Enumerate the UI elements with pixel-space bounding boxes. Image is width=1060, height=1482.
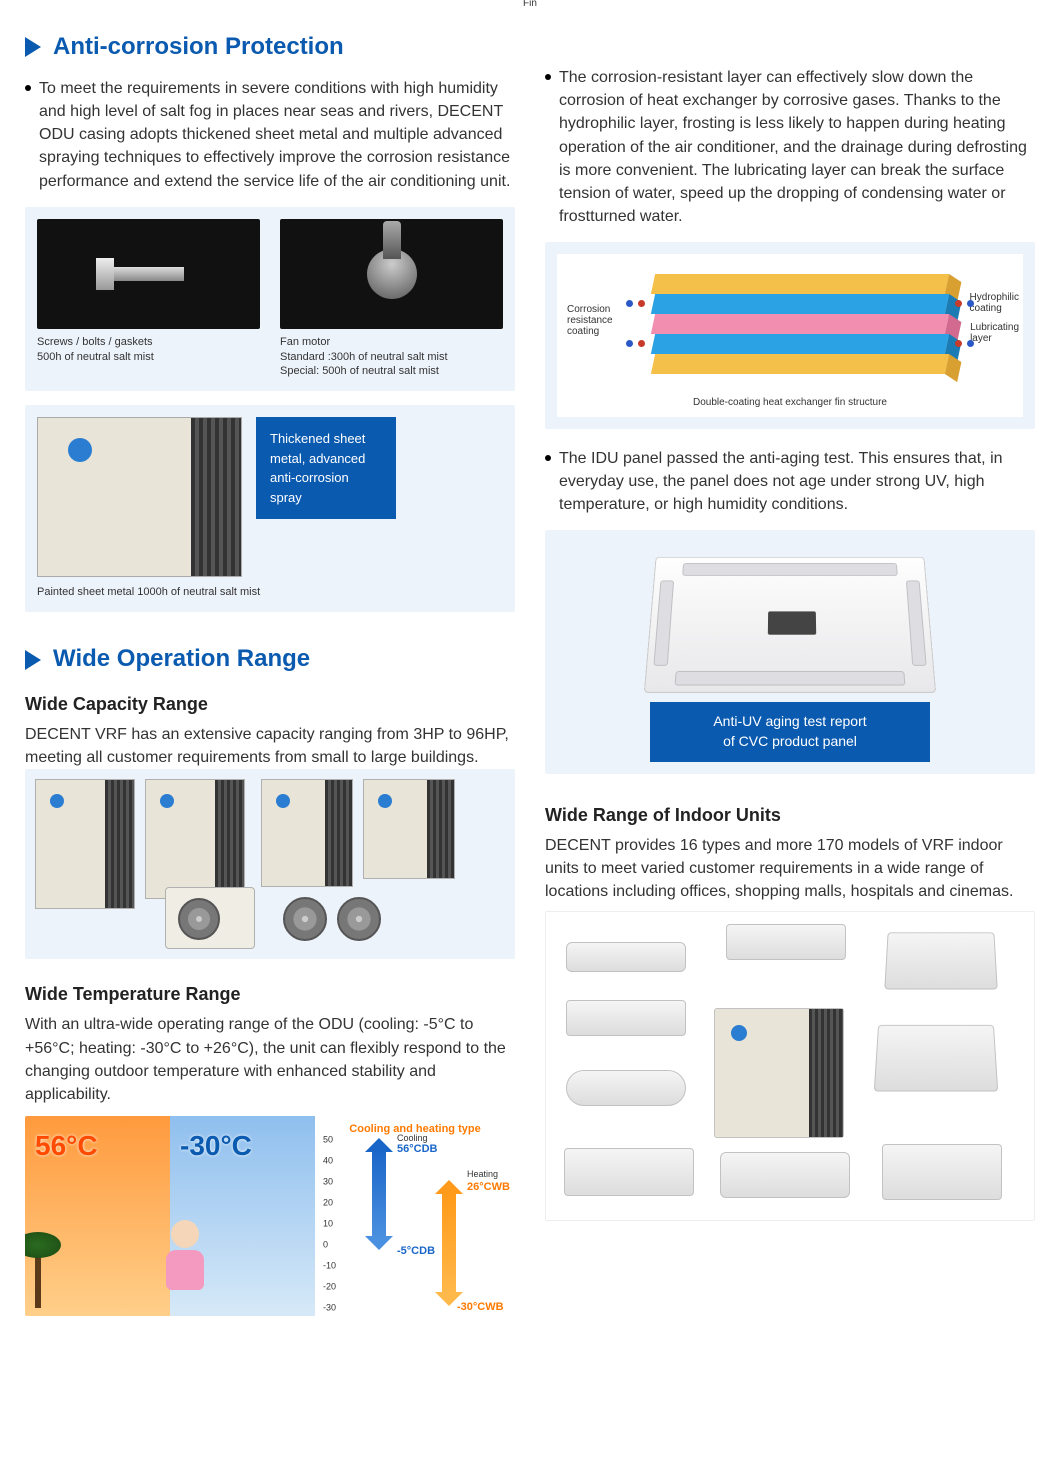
odu-unit-image [37,417,242,577]
heating-low: -30°CWB [457,1301,504,1313]
section-title: Wide Operation Range [53,642,310,677]
cold-temp-value: -30°C [180,1126,252,1167]
caption-line: Screws / bolts / gaskets [37,336,153,348]
cooling-low: -5°CDB [397,1245,435,1257]
heating-arrow [435,1180,463,1306]
triangle-icon [25,650,41,670]
subsection-title: Wide Capacity Range [25,691,515,717]
hot-temp-value: 56°C [35,1126,98,1167]
idu-panel-block: Anti-UV aging test report of CVC product… [545,530,1035,773]
fin-label-top: Fin [523,0,537,9]
subsection-text: DECENT provides 16 types and more 170 mo… [545,834,1035,904]
bullet-dot-icon [545,455,551,461]
triangle-icon [25,37,41,57]
section-title: Anti-corrosion Protection [53,30,344,65]
fin-structure-panel: Fin Corrosion resistance coating Hydroph… [545,242,1035,429]
palm-tree-icon [35,1248,41,1308]
bullet-item: To meet the requirements in severe condi… [25,77,515,193]
caption-line: 500h of neutral salt mist [37,351,154,363]
heating-high: 26°CWB [467,1181,510,1193]
fan-motor-image [280,219,503,329]
temperature-range-graphic: 56°C -30°C Cooling and heating type 5040… [25,1116,515,1316]
bullet-text: The corrosion-resistant layer can effect… [559,66,1035,228]
capacity-range-panel [25,769,515,959]
section-wideoperation-header: Wide Operation Range [25,642,515,677]
odu-casing-panel: Thickened sheet metal, advanced anti-cor… [25,405,515,612]
section-anticorrosion-header: Anti-corrosion Protection [25,30,515,65]
bolt-image [37,219,260,329]
fin-caption: Double-coating heat exchanger fin struct… [563,396,1017,411]
subsection-title: Wide Temperature Range [25,981,515,1007]
odu-caption: Painted sheet metal 1000h of neutral sal… [37,585,503,600]
caption-line: Fan motor [280,336,330,348]
cassette-unit-image [644,557,936,693]
subsection-text: With an ultra-wide operating range of th… [25,1013,515,1106]
bullet-item: The corrosion-resistant layer can effect… [545,66,1035,228]
subsection-title: Wide Range of Indoor Units [545,802,1035,828]
subsection-text: DECENT VRF has an extensive capacity ran… [25,723,515,769]
cooling-high: 56°CDB [397,1143,437,1155]
cooling-arrow [365,1138,393,1250]
bolts-fanmotor-panel: Screws / bolts / gaskets 500h of neutral… [25,207,515,392]
person-icon [145,1220,225,1310]
bullet-dot-icon [545,74,551,80]
bullet-text: To meet the requirements in severe condi… [39,77,515,193]
bullet-item: The IDU panel passed the anti-aging test… [545,447,1035,517]
temperature-chart: Cooling and heating type 50403020100-10-… [315,1116,515,1316]
bullet-dot-icon [25,85,31,91]
odu-info-box: Thickened sheet metal, advanced anti-cor… [256,417,396,519]
idu-banner: Anti-UV aging test report of CVC product… [650,702,930,761]
bullet-text: The IDU panel passed the anti-aging test… [559,447,1035,517]
indoor-units-collage [545,911,1035,1221]
caption-line: Special: 500h of neutral salt mist [280,365,439,377]
caption-line: Standard :300h of neutral salt mist [280,351,448,363]
